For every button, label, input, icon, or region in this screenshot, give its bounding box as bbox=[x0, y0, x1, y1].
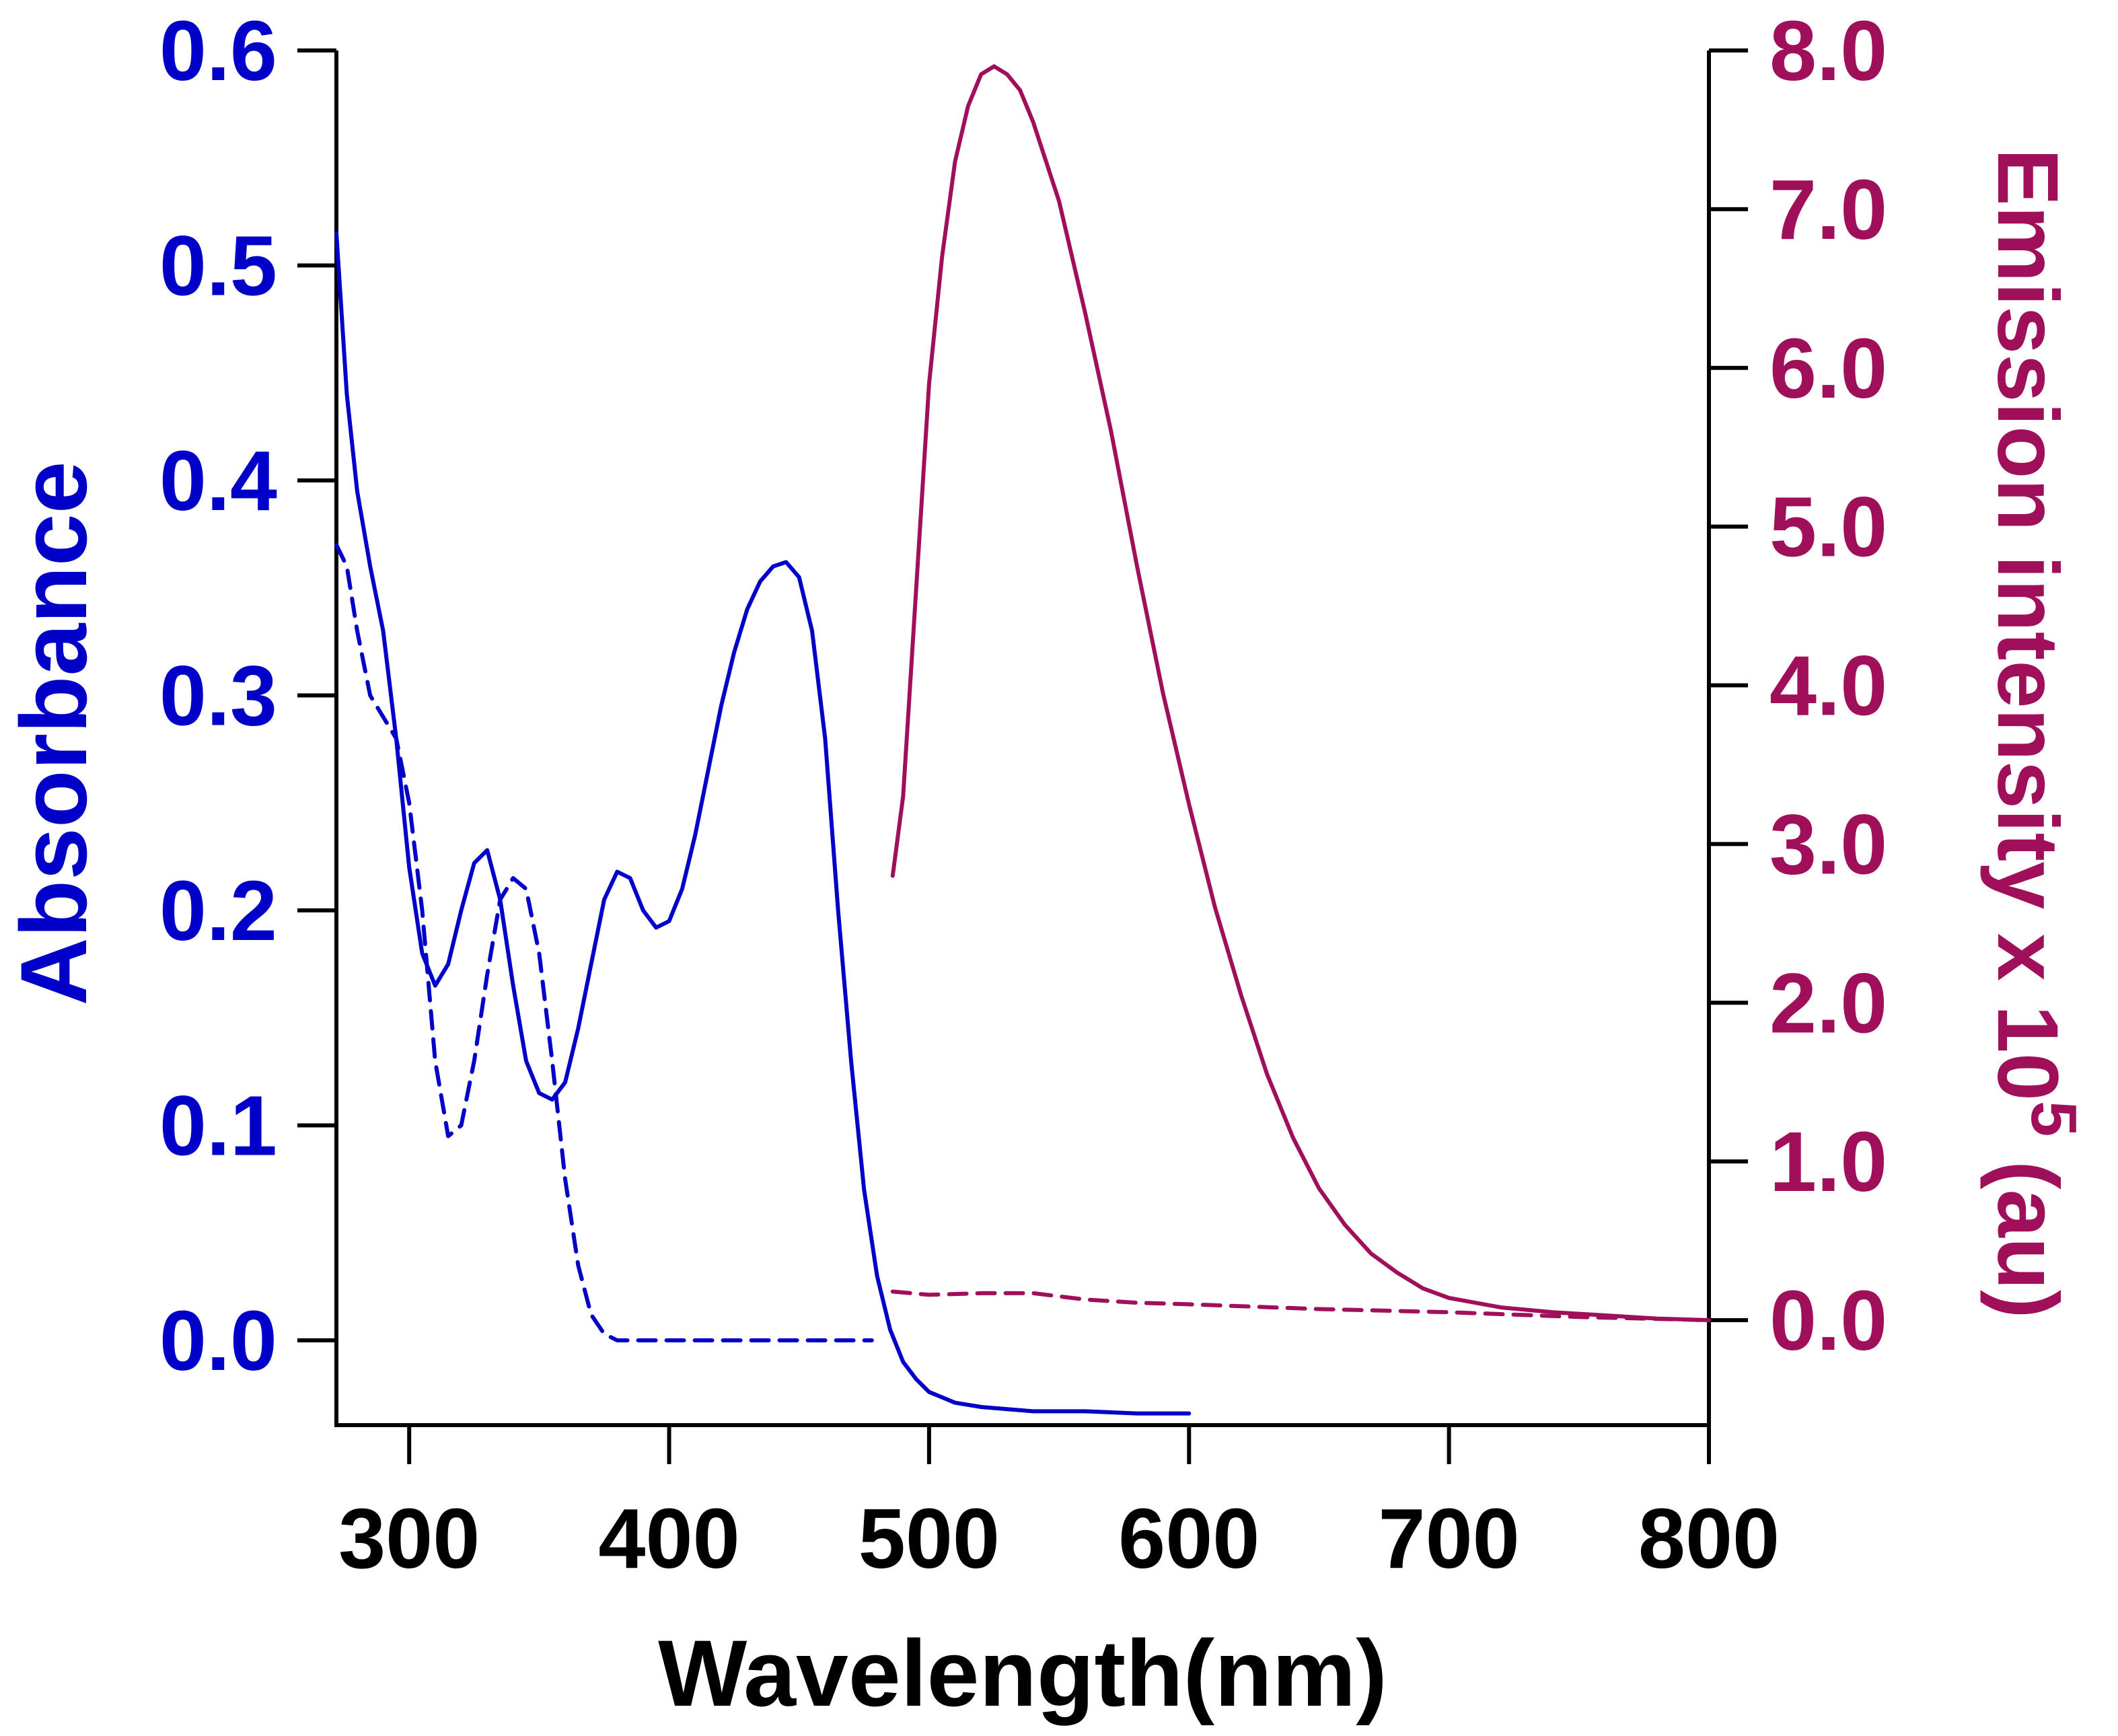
x-tick-label: 400 bbox=[598, 1491, 739, 1586]
right-axis-title-suffix: (au) bbox=[1979, 1136, 2076, 1318]
right-tick-label: 4.0 bbox=[1769, 639, 1887, 733]
series-line-absorbance-dashed bbox=[334, 542, 874, 1342]
left-tick-label: 0.5 bbox=[159, 219, 277, 314]
left-tick-label: 0.6 bbox=[159, 3, 277, 98]
bottom-axis-ticks: 300 400 500 600 700 800 bbox=[338, 1425, 1780, 1586]
left-tick-label: 0.1 bbox=[159, 1079, 277, 1173]
right-tick-label: 8.0 bbox=[1769, 3, 1887, 98]
right-tick-label: 7.0 bbox=[1769, 162, 1887, 257]
right-axis-ticks: 0.0 1.0 2.0 3.0 4.0 5.0 6.0 7.0 8.0 bbox=[1709, 3, 1887, 1368]
plot-frame bbox=[334, 50, 1711, 1427]
x-axis-title: Wavelength(nm) bbox=[658, 1620, 1387, 1726]
x-tick-label: 500 bbox=[859, 1491, 1000, 1586]
x-tick-label: 800 bbox=[1638, 1491, 1780, 1586]
right-tick-label: 2.0 bbox=[1769, 955, 1887, 1050]
right-axis-title: Emission intensity x 105 (au) bbox=[1979, 148, 2090, 1318]
left-axis-title: Absorbance bbox=[1, 461, 106, 1005]
series-line-emission-dashed bbox=[890, 1289, 1711, 1322]
left-tick-label: 0.3 bbox=[159, 649, 277, 744]
right-tick-label: 5.0 bbox=[1769, 480, 1887, 575]
left-tick-label: 0.2 bbox=[159, 863, 277, 958]
x-tick-label: 300 bbox=[338, 1491, 480, 1586]
left-tick-label: 0.4 bbox=[159, 433, 277, 528]
x-tick-label: 700 bbox=[1379, 1491, 1520, 1586]
series-line-absorbance-solid bbox=[334, 231, 1192, 1416]
right-tick-label: 0.0 bbox=[1769, 1273, 1887, 1368]
right-tick-label: 1.0 bbox=[1769, 1114, 1887, 1209]
x-tick-label: 600 bbox=[1118, 1491, 1259, 1586]
left-axis-ticks: 0.0 0.1 0.2 0.3 0.4 0.5 0.6 bbox=[159, 3, 336, 1388]
series-line-emission-solid bbox=[890, 64, 1711, 1322]
right-tick-label: 6.0 bbox=[1769, 321, 1887, 416]
left-tick-label: 0.0 bbox=[159, 1293, 277, 1388]
right-axis-title-exponent: 5 bbox=[2018, 1101, 2090, 1136]
right-axis-title-base: Emission intensity x 10 bbox=[1979, 148, 2076, 1101]
right-tick-label: 3.0 bbox=[1769, 797, 1887, 892]
series-layer bbox=[334, 64, 1711, 1416]
